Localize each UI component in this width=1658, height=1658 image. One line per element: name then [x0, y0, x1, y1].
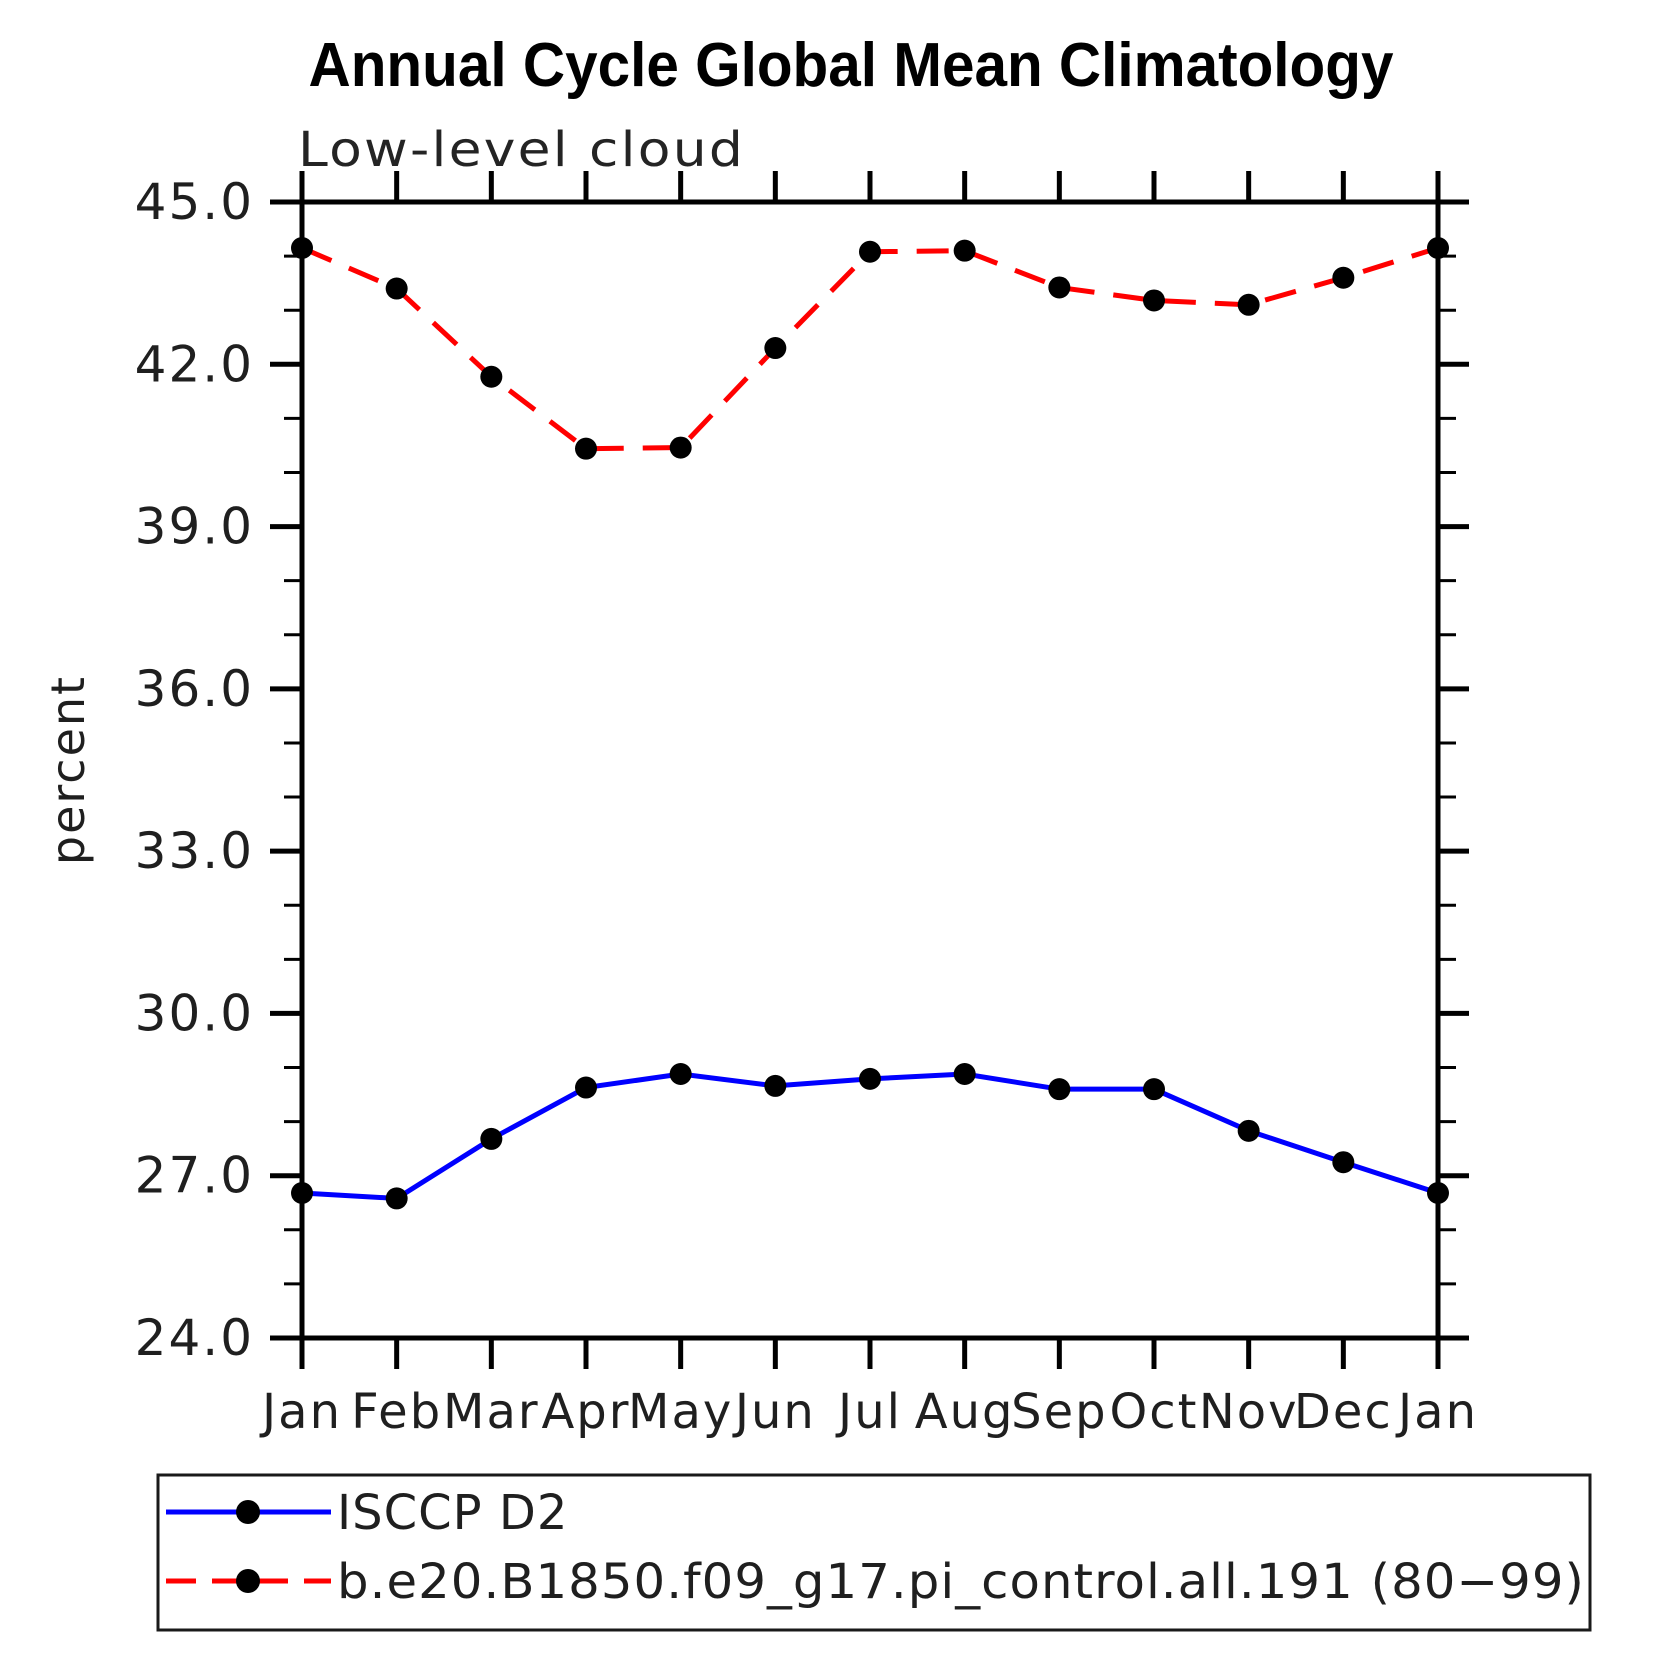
- x-axis-tick-label: Jan: [259, 1384, 342, 1440]
- data-point-marker: [575, 437, 597, 460]
- chart-title: Annual Cycle Global Mean Climatology: [309, 31, 1394, 100]
- data-point-marker: [859, 240, 881, 263]
- data-point-marker: [859, 1067, 881, 1090]
- legend-entry-model-run: b.e20.B1850.f09_g17.pi_control.all.191 (…: [166, 1554, 1585, 1610]
- legend: ISCCP D2 b.e20.B1850.f09_g17.pi_control.…: [156, 1473, 1592, 1632]
- y-axis-tick-label: 36.0: [135, 660, 254, 718]
- legend-label: b.e20.B1850.f09_g17.pi_control.all.191 (…: [337, 1554, 1585, 1610]
- y-axis-tick-label: 30.0: [135, 984, 254, 1042]
- legend-marker-dot: [236, 1500, 260, 1524]
- data-point-marker: [385, 277, 408, 300]
- x-axis-tick-label: Apr: [541, 1384, 630, 1440]
- data-point-marker: [1048, 1078, 1071, 1101]
- data-point-marker: [669, 1063, 692, 1086]
- data-point-marker: [480, 365, 503, 388]
- legend-marker-dot: [236, 1569, 260, 1593]
- x-axis-tick-label: Nov: [1199, 1384, 1299, 1440]
- y-axis-tick-label: 39.0: [135, 498, 254, 556]
- data-point-marker: [1427, 236, 1449, 259]
- x-axis-tick-label: Mar: [443, 1384, 540, 1440]
- x-axis-tick-label: Oct: [1110, 1384, 1199, 1440]
- y-axis-title: percent: [41, 675, 95, 865]
- data-point-marker: [291, 236, 313, 259]
- data-point-marker: [953, 1063, 976, 1086]
- x-axis-tick-label: May: [628, 1384, 733, 1440]
- x-axis-tick-label: Aug: [915, 1384, 1015, 1440]
- series-line-0: [301, 1071, 1439, 1201]
- x-axis-tick-label: Feb: [351, 1384, 442, 1440]
- y-axis-tick-label: 45.0: [135, 173, 254, 231]
- x-axis-tick-label: Sep: [1011, 1384, 1107, 1440]
- x-axis-tick-label: Jan: [1395, 1384, 1478, 1440]
- data-point-marker: [575, 1076, 597, 1099]
- y-axis-tick-label: 42.0: [135, 335, 254, 393]
- data-point-marker: [1427, 1182, 1449, 1205]
- y-axis-tick-label: 33.0: [135, 822, 254, 880]
- x-axis-tick-label: Jun: [732, 1384, 816, 1440]
- data-point-marker: [385, 1187, 408, 1210]
- data-point-marker: [953, 239, 976, 262]
- data-point-marker: [669, 436, 692, 459]
- legend-label: ISCCP D2: [337, 1485, 568, 1541]
- legend-entry-isccp-d2: ISCCP D2: [166, 1485, 568, 1541]
- data-point-marker: [1332, 1151, 1355, 1174]
- data-point-marker: [764, 337, 787, 360]
- data-point-marker: [1237, 1119, 1260, 1142]
- x-axis-tick-label: Dec: [1294, 1384, 1393, 1440]
- data-point-marker: [764, 1074, 787, 1097]
- data-point-marker: [1143, 1078, 1165, 1101]
- x-axis-tick-label: Jul: [835, 1384, 902, 1440]
- legend-box: [156, 1473, 1592, 1632]
- data-point-marker: [291, 1182, 313, 1205]
- plot-frame: [299, 199, 1441, 1341]
- data-point-marker: [1332, 266, 1355, 289]
- data-point-marker: [1237, 293, 1260, 316]
- data-point-marker: [1048, 276, 1071, 299]
- data-point-marker: [1143, 289, 1165, 312]
- y-axis-tick-label: 24.0: [135, 1309, 254, 1367]
- chart-subtitle: Low-level cloud: [298, 122, 745, 178]
- series-line-1: [301, 245, 1439, 452]
- data-point-marker: [480, 1127, 503, 1150]
- y-axis-tick-label: 27.0: [135, 1147, 254, 1205]
